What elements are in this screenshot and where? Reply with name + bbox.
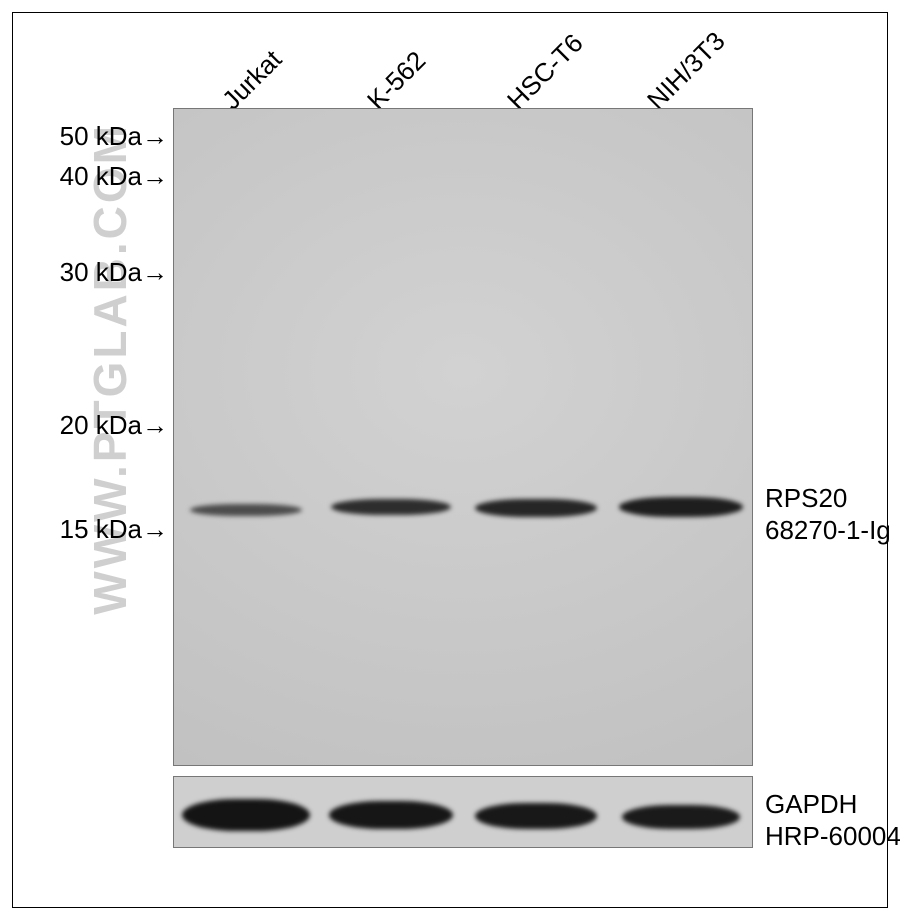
target-band [331,499,451,515]
loading-band [622,805,740,829]
main-blot-panel [173,108,753,766]
loading-blot-panel [173,776,753,848]
loading-annotation-line1: GAPDH [765,789,857,820]
lane-label: NIH/3T3 [641,26,731,116]
target-annotation-line1: RPS20 [765,483,847,514]
figure-frame: WWW.PTGLAB.COM Jurkat K-562 HSC-T6 NIH/3… [12,12,888,908]
loading-band [475,803,597,829]
mw-marker: 20 kDa→ [13,410,168,441]
mw-marker: 40 kDa→ [13,161,168,192]
lane-label: Jurkat [216,44,288,116]
lane-label: K-562 [361,45,432,116]
target-band [475,499,597,517]
loading-band [329,801,453,829]
target-band [190,504,302,516]
loading-band [182,799,310,831]
loading-annotation-line2: HRP-60004 [765,821,900,852]
mw-marker: 50 kDa→ [13,121,168,152]
main-blot-bg [174,109,752,765]
lane-label: HSC-T6 [501,28,589,116]
mw-marker: 30 kDa→ [13,257,168,288]
target-annotation-line2: 68270-1-Ig [765,515,891,546]
mw-marker: 15 kDa→ [13,514,168,545]
target-band [619,497,743,517]
